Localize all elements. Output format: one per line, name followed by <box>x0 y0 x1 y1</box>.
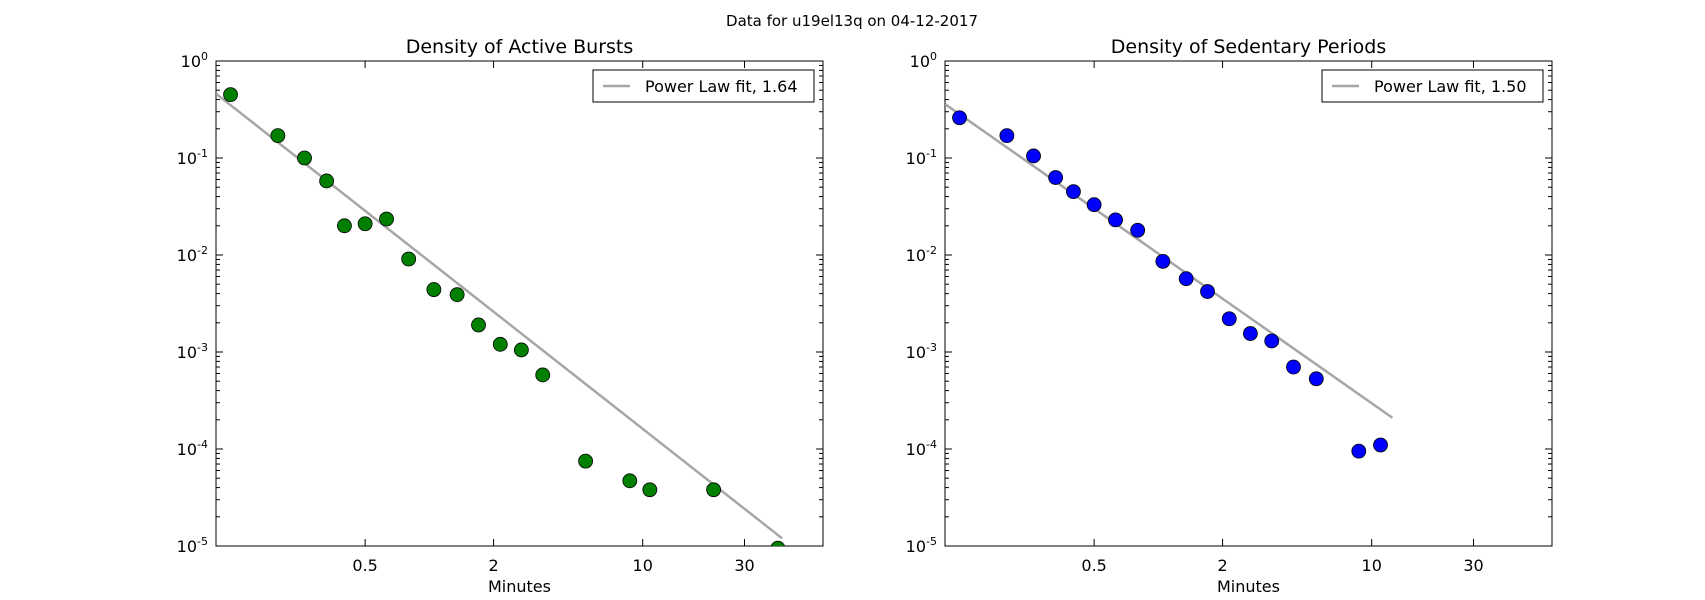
x-tick-label: 10 <box>1362 556 1382 575</box>
x-tick-label: 10 <box>633 556 653 575</box>
y-tick-label: 10-1 <box>177 147 208 168</box>
data-point <box>357 216 373 232</box>
data-point <box>706 482 722 498</box>
data-point <box>449 287 465 303</box>
x-tick-label: 30 <box>734 556 754 575</box>
x-tick-label: 2 <box>1217 556 1227 575</box>
data-point <box>401 251 417 267</box>
y-tick-label: 10-3 <box>906 341 937 362</box>
data-point <box>1308 371 1324 387</box>
data-point <box>319 173 335 189</box>
figure-suptitle: Data for u19el13q on 04-12-2017 <box>726 12 978 30</box>
y-tick-label: 10-5 <box>906 535 937 556</box>
chart-title: Density of Active Bursts <box>406 36 634 58</box>
chart-active-bursts: Density of Active Bursts 100 10-1 10-2 10-3 1… <box>177 36 824 596</box>
y-tick-label: 100 <box>910 50 937 71</box>
y-tick-label: 10-3 <box>177 341 208 362</box>
data-point <box>492 336 508 352</box>
data-point <box>1351 443 1367 459</box>
y-tick-label: 10-1 <box>906 147 937 168</box>
data-point <box>1221 311 1237 327</box>
data-point <box>297 150 312 166</box>
data-point <box>642 482 658 498</box>
data-point <box>426 282 442 297</box>
data-point <box>1108 212 1123 228</box>
data-point <box>1155 253 1171 269</box>
x-tick-label: 0.5 <box>352 556 377 575</box>
x-axis-label: Minutes <box>1217 577 1280 596</box>
chart-title: Density of Sedentary Periods <box>1111 36 1387 58</box>
legend-label: Power Law fit, 1.64 <box>645 77 798 96</box>
data-point <box>1286 359 1301 375</box>
data-point <box>1048 170 1064 185</box>
data-point <box>379 211 394 227</box>
data-point <box>1086 197 1102 213</box>
data-point <box>270 128 286 144</box>
legend: Power Law fit, 1.64 <box>592 69 815 103</box>
data-point <box>1264 333 1280 349</box>
data-point <box>1373 437 1388 453</box>
data-point <box>535 367 551 383</box>
data-point <box>513 342 529 358</box>
y-tick-label: 10-4 <box>906 438 937 459</box>
data-point <box>223 87 238 103</box>
data-point <box>1066 184 1081 200</box>
data-point <box>1026 148 1041 164</box>
x-tick-label: 2 <box>488 556 498 575</box>
data-point <box>1242 326 1258 341</box>
data-point <box>999 128 1015 144</box>
x-tick-label: 0.5 <box>1081 556 1106 575</box>
plot-frame <box>944 60 1553 547</box>
legend: Power Law fit, 1.50 <box>1321 69 1544 103</box>
y-tick-label: 10-5 <box>177 535 208 556</box>
data-point <box>770 540 785 546</box>
data-point <box>337 218 352 234</box>
data-point <box>1178 271 1194 287</box>
data-point <box>578 453 594 469</box>
data-point <box>471 317 486 333</box>
y-tick-label: 10-2 <box>906 244 937 265</box>
legend-label: Power Law fit, 1.50 <box>1374 77 1527 96</box>
plot-frame <box>215 60 824 547</box>
x-axis-label: Minutes <box>488 577 551 596</box>
chart-sedentary-periods: Density of Sedentary Periods 100 10-1 10-2 1… <box>906 36 1553 596</box>
data-point <box>622 473 638 489</box>
y-tick-label: 10-4 <box>177 438 208 459</box>
data-point <box>1130 222 1146 238</box>
power-law-fit-line <box>216 92 783 540</box>
y-tick-label: 100 <box>181 50 208 71</box>
data-point <box>1200 284 1215 299</box>
data-point <box>952 110 967 126</box>
y-tick-label: 10-2 <box>177 244 208 265</box>
x-tick-label: 30 <box>1463 556 1483 575</box>
